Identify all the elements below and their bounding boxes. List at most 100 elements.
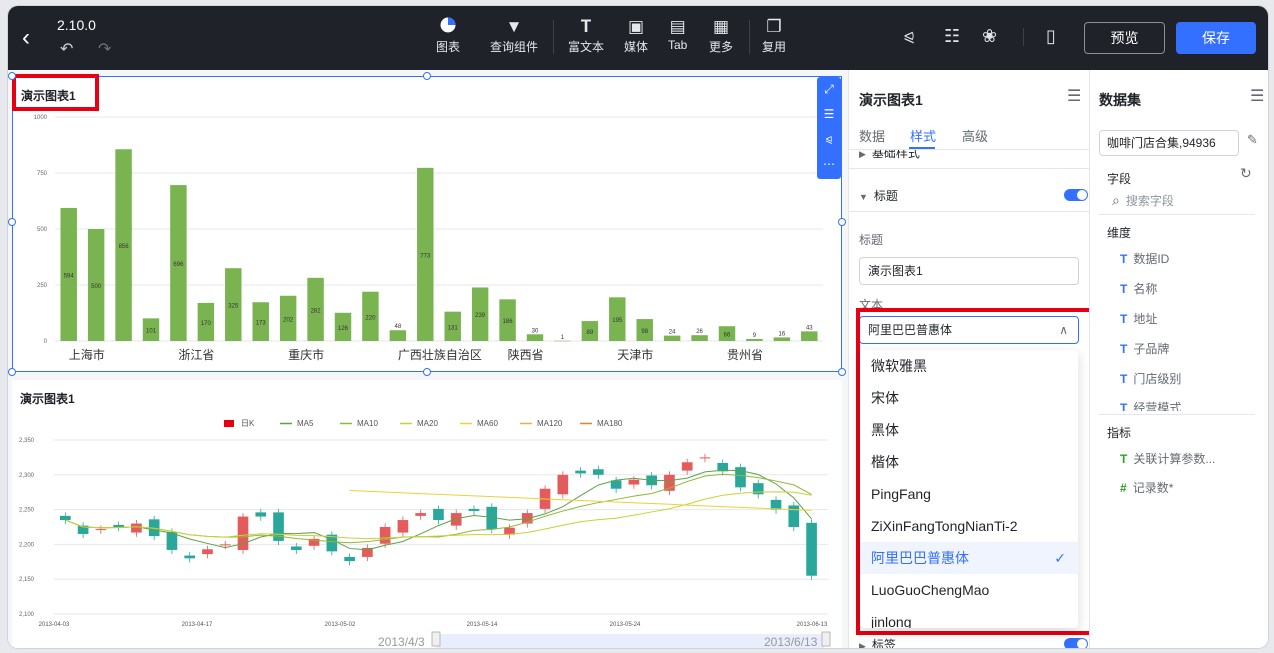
bar <box>636 319 653 341</box>
preview-button[interactable]: 预览 <box>1084 22 1165 54</box>
font-option[interactable]: LuoGuoChengMao <box>871 582 990 598</box>
zoom-range <box>436 634 824 648</box>
bar <box>554 340 571 342</box>
font-option[interactable]: 楷体 <box>871 454 899 470</box>
rich-text-tool-button[interactable]: 𝐓 富文本 <box>568 16 604 55</box>
font-option[interactable]: jinlong <box>871 614 912 628</box>
zoom-handle <box>431 631 441 647</box>
chart-card-1[interactable]: 演示图表1 0 250 500 750 1000 594 500 856 101 696 170 32… <box>12 76 842 372</box>
bar <box>197 302 215 341</box>
candle <box>770 499 782 510</box>
bar-value-label: 1 <box>561 335 565 341</box>
adjust-icon[interactable]: ⪨ <box>825 132 833 146</box>
x-tick-label: 陕西省 <box>508 347 544 362</box>
resize-handle[interactable] <box>838 368 846 376</box>
tab-style[interactable]: 样式 <box>910 129 937 144</box>
chart-1-title[interactable]: 演示图表1 <box>21 89 76 103</box>
bar-value-label: 220 <box>365 315 376 321</box>
section-basic-style[interactable]: ▶ 基础样式 <box>859 150 920 162</box>
legend-swatch <box>224 420 234 427</box>
dimension-field[interactable]: T 地址 <box>1120 312 1158 326</box>
bar-value-label: 98 <box>641 329 648 335</box>
tab-advanced[interactable]: 高级 <box>962 129 989 144</box>
y-tick-label: 2,300 <box>19 473 35 479</box>
resize-handle[interactable] <box>8 218 16 226</box>
media-tool-button[interactable]: ▣ 媒体 <box>624 16 648 55</box>
candle <box>379 527 391 544</box>
save-button[interactable]: 保存 <box>1176 22 1256 54</box>
bar-value-label: 24 <box>669 330 676 336</box>
metric-field[interactable]: # 记录数* <box>1120 481 1174 495</box>
dimension-field[interactable]: T 名称 <box>1120 282 1158 296</box>
font-option[interactable]: ZiXinFangTongNianTi-2 <box>871 518 1018 534</box>
more-tool-button[interactable]: ▦ 更多 <box>709 16 733 55</box>
settings-sliders-icon[interactable]: ⪨ <box>904 26 915 46</box>
candle <box>504 527 515 535</box>
bar <box>142 318 160 341</box>
dashboard-canvas: 演示图表1 0 250 500 750 1000 594 500 856 101 696 170 32… <box>8 70 848 648</box>
font-option[interactable]: 黑体 <box>871 422 899 438</box>
field-search[interactable]: ⌕ 搜索字段 <box>1112 192 1174 209</box>
bar <box>718 326 736 341</box>
section-title-label: 标题 <box>873 189 898 203</box>
expand-icon[interactable]: ⤢ <box>824 82 834 96</box>
mobile-icon[interactable]: ▯ <box>1046 26 1056 46</box>
query-tool-button[interactable]: ▼ 查询组件 <box>490 16 538 55</box>
candle <box>344 556 355 562</box>
checklist-icon[interactable]: ☷ <box>944 26 961 46</box>
section-label[interactable]: ▶ 标签 <box>859 636 896 648</box>
section-title[interactable]: ▼ 标题 <box>859 187 898 204</box>
y-tick-label: 500 <box>37 227 48 233</box>
title-toggle[interactable] <box>1064 189 1088 201</box>
resize-handle[interactable] <box>838 218 846 226</box>
font-option[interactable]: 宋体 <box>871 390 899 406</box>
dimension-field[interactable]: T 门店级别 <box>1120 372 1182 386</box>
bar-value-label: 173 <box>256 321 267 327</box>
dimension-field[interactable]: T 经营模式 <box>1120 399 1181 411</box>
calc-field-icon: T <box>1120 452 1128 466</box>
bar <box>362 291 379 341</box>
resize-handle[interactable] <box>423 368 431 376</box>
menu-icon[interactable]: ☰ <box>1067 88 1082 105</box>
font-option-selected[interactable]: 阿里巴巴普惠体 ✓ <box>860 542 1078 574</box>
candle <box>681 462 693 471</box>
refresh-icon[interactable]: ↻ <box>1240 165 1252 181</box>
version-label: 2.10.0 <box>57 17 96 33</box>
font-option[interactable]: 微软雅黑 <box>871 358 927 374</box>
menu-icon[interactable]: ☰ <box>1250 88 1265 105</box>
resize-handle[interactable] <box>8 368 16 376</box>
metrics-label: 指标 <box>1107 426 1132 440</box>
candle <box>308 538 320 546</box>
grid-icon: ▦ <box>712 17 730 36</box>
style-panel-title: 演示图表1 <box>859 92 923 108</box>
edit-icon[interactable]: ✎ <box>1247 132 1258 147</box>
title-input[interactable]: 演示图表1 <box>859 257 1079 285</box>
text-type-icon: T <box>1120 252 1128 266</box>
bar <box>334 312 352 341</box>
more-icon[interactable]: ⋯ <box>823 157 835 171</box>
chart-tool-button[interactable]: 图表 <box>436 16 460 55</box>
y-tick-label: 250 <box>37 283 48 289</box>
tab-tool-button[interactable]: ▤ Tab <box>668 16 687 52</box>
legend-label: MA20 <box>417 419 438 428</box>
dimension-field[interactable]: T 子品牌 <box>1120 342 1170 356</box>
font-select[interactable]: 阿里巴巴普惠体 ∧ <box>859 316 1079 344</box>
y-tick-label: 2,200 <box>19 542 35 548</box>
metric-field[interactable]: T 关联计算参数... <box>1120 452 1216 466</box>
font-option[interactable]: PingFang <box>871 486 931 502</box>
redo-icon[interactable]: ↷ <box>98 41 112 58</box>
dimension-field[interactable]: T 数据ID <box>1120 252 1170 266</box>
resize-handle[interactable] <box>8 72 16 80</box>
back-arrow-icon[interactable]: ‹ <box>22 24 30 51</box>
dataset-select[interactable]: 咖啡门店合集,94936 <box>1099 130 1239 156</box>
reuse-tool-button[interactable]: ❐ 复用 <box>762 16 786 55</box>
undo-icon[interactable]: ↶ <box>60 41 74 58</box>
tab-data[interactable]: 数据 <box>859 129 886 144</box>
palette-icon[interactable]: ❀ <box>982 26 998 46</box>
chart-2-title[interactable]: 演示图表1 <box>20 392 75 406</box>
document-icon[interactable]: ☰ <box>823 107 835 121</box>
label-toggle[interactable] <box>1064 638 1088 648</box>
resize-handle[interactable] <box>423 72 431 80</box>
candle <box>131 523 142 533</box>
chart-card-2[interactable]: 演示图表1 日K MA5 MA10 MA20 MA60 MA120 MA180 2,100 2,… <box>12 380 842 648</box>
